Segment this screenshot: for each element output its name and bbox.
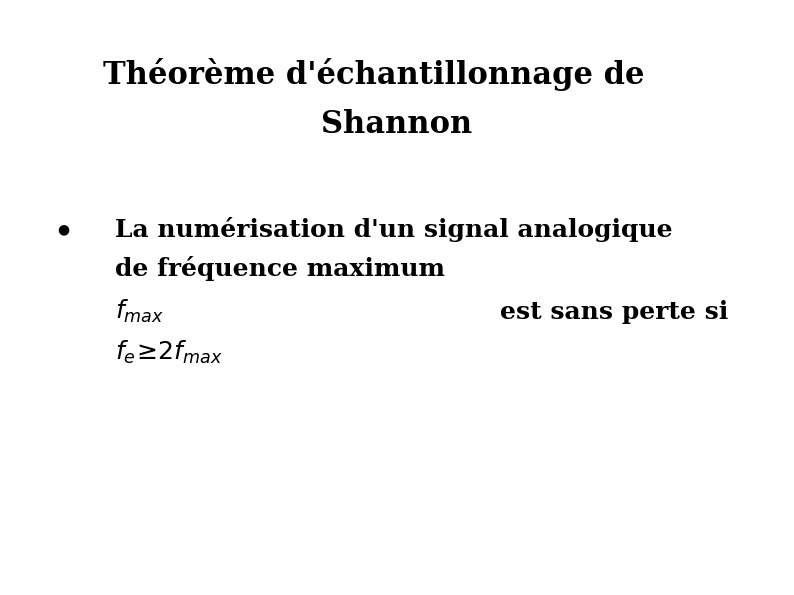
Text: Théorème d'échantillonnage de: Théorème d'échantillonnage de <box>103 58 645 91</box>
Text: Shannon: Shannon <box>322 109 472 140</box>
Text: $f_e\!\geq\! 2f_{max}$: $f_e\!\geq\! 2f_{max}$ <box>115 339 223 367</box>
Text: ●: ● <box>57 222 70 236</box>
Text: La numérisation d'un signal analogique: La numérisation d'un signal analogique <box>115 217 673 242</box>
Text: est sans perte si: est sans perte si <box>500 300 728 324</box>
Text: de fréquence maximum: de fréquence maximum <box>115 256 445 281</box>
Text: $f_{max}$: $f_{max}$ <box>115 298 164 325</box>
